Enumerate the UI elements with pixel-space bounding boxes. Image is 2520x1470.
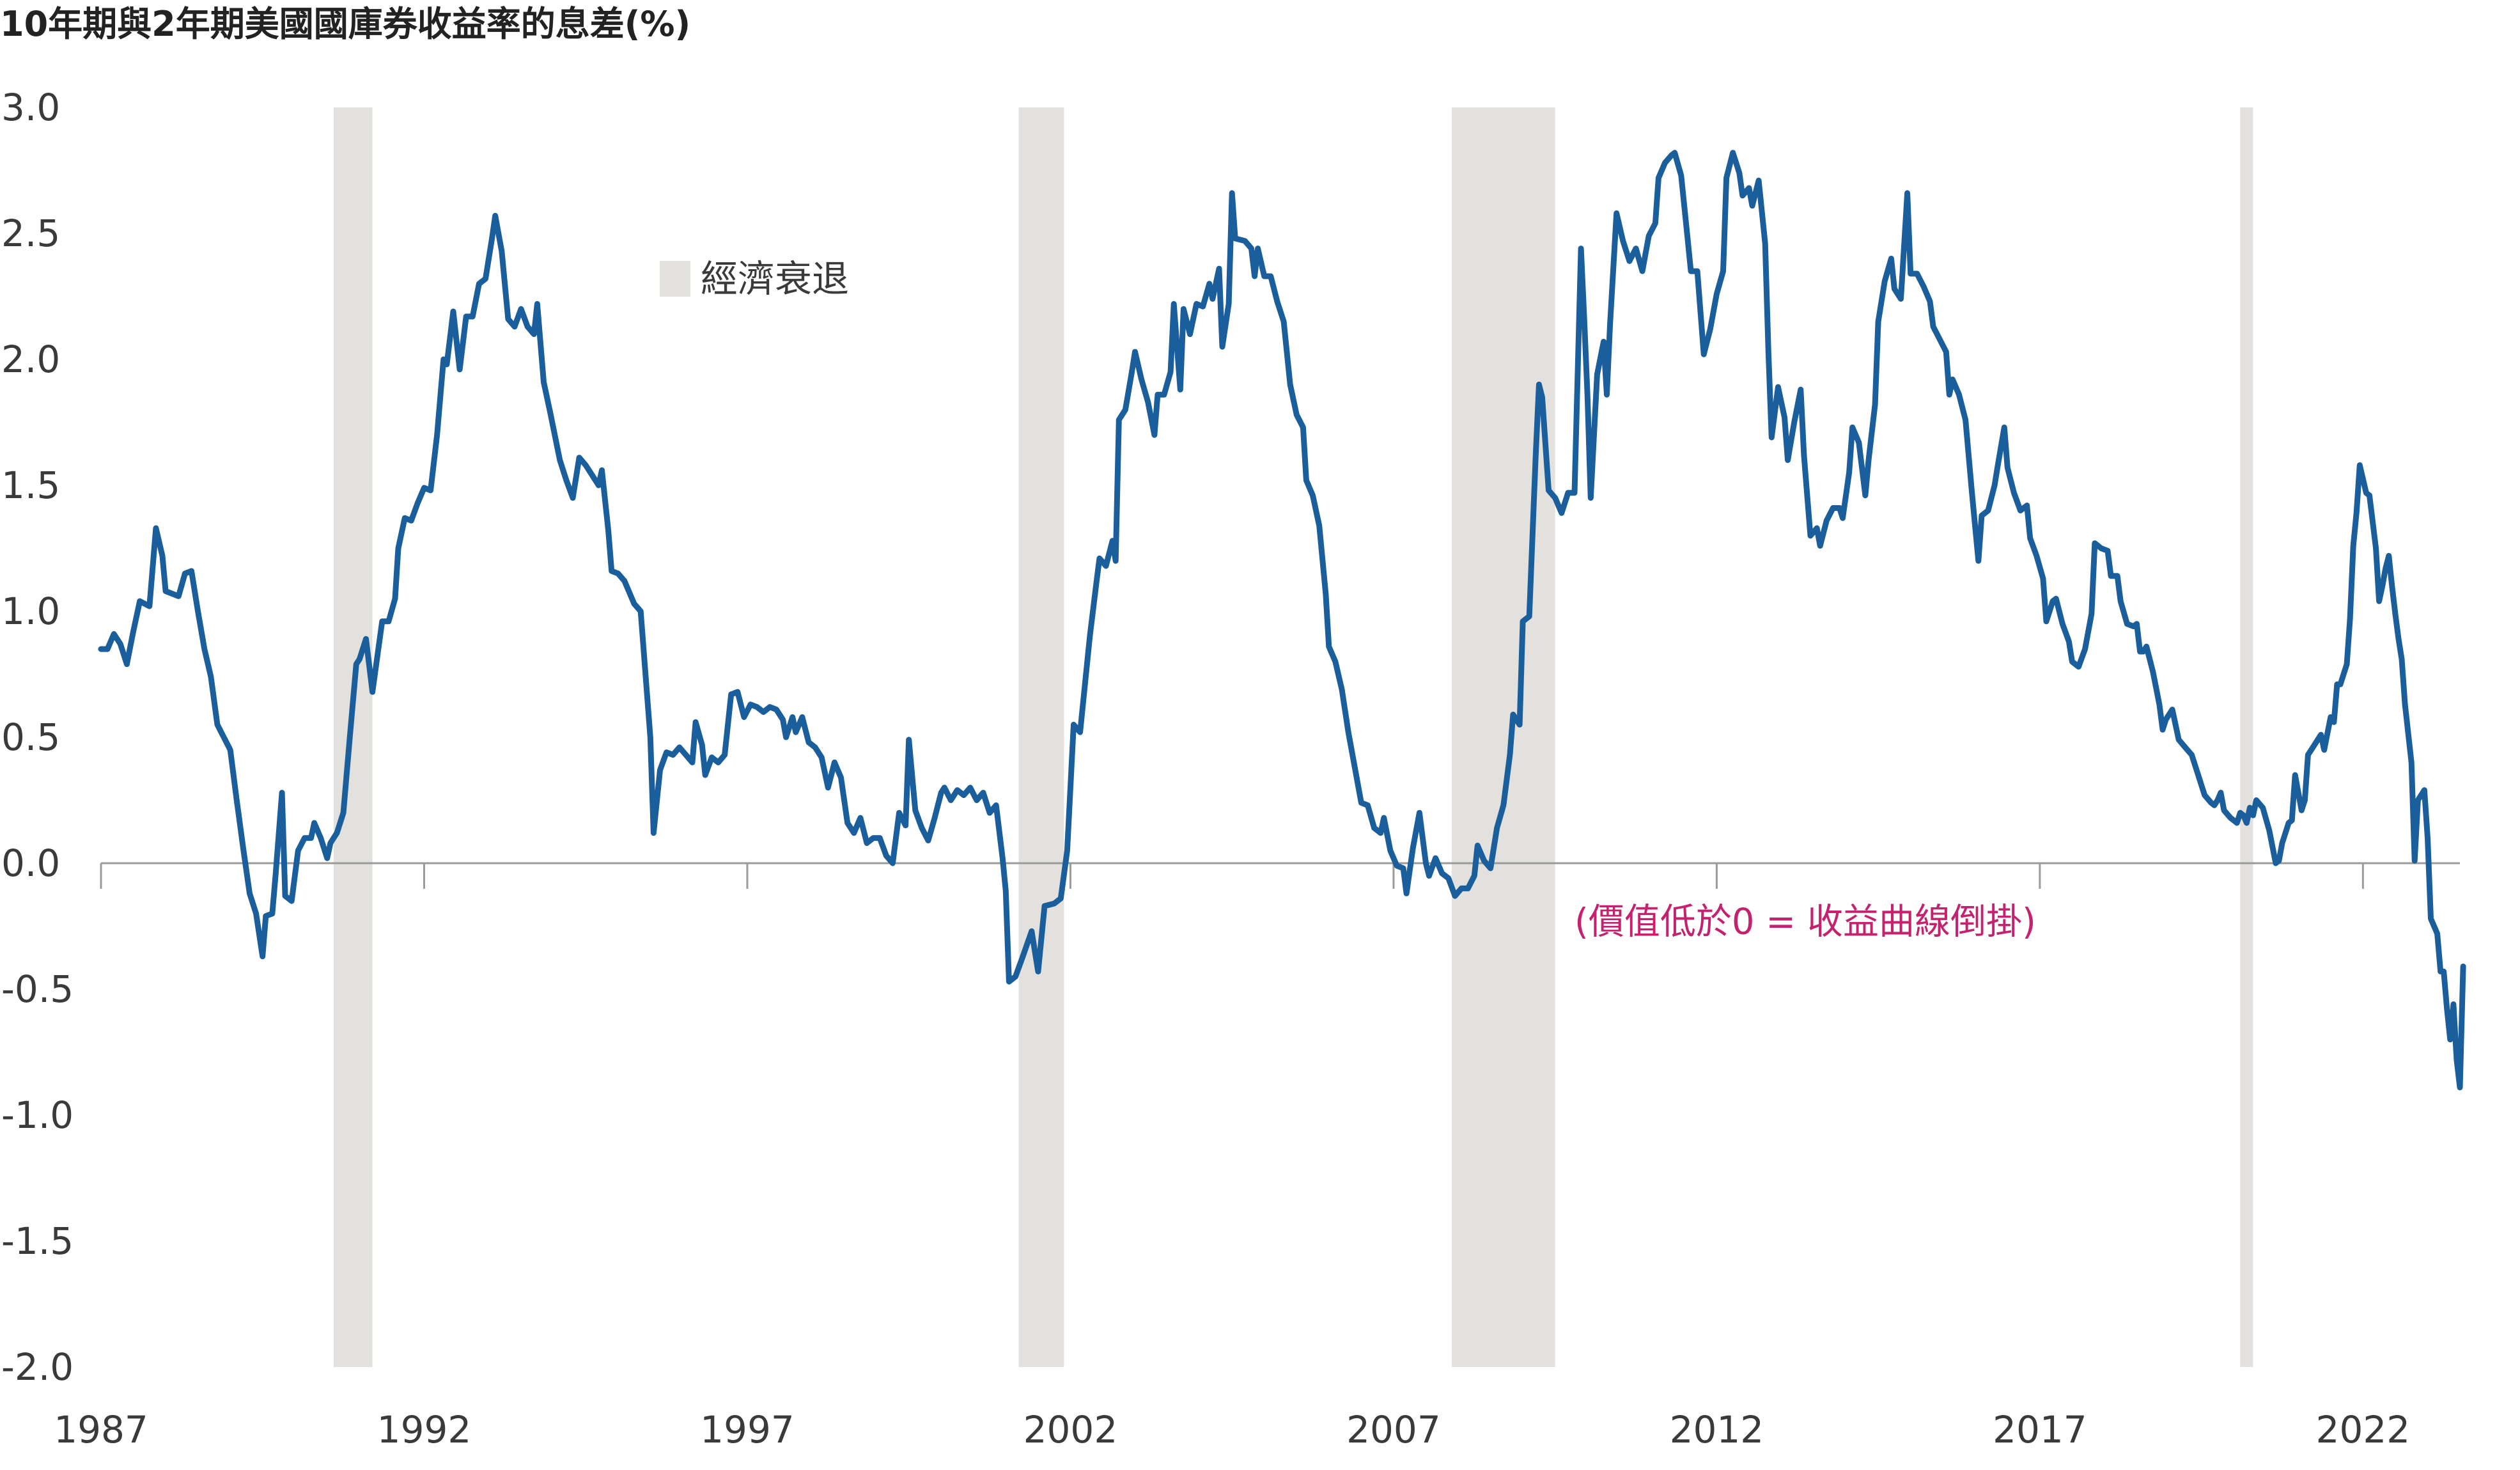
recession-band-4: [2240, 107, 2253, 1367]
x-axis: [100, 862, 2460, 889]
legend: 經濟衰退: [660, 257, 849, 301]
x-tick-label-2007: 2007: [1346, 1408, 1441, 1451]
y-tick-label--1.5: -1.5: [1, 1219, 74, 1263]
x-tick-label-1992: 1992: [377, 1408, 472, 1451]
y-tick-label--2.0: -2.0: [1, 1345, 74, 1389]
y-tick-label-1.5: 1.5: [1, 464, 60, 507]
legend-swatch-recession: [660, 261, 690, 297]
inversion-annotation: (價值低於0 = 收益曲線倒掛): [1575, 901, 2036, 942]
data-series: [98, 150, 2466, 1091]
recession-band-3: [1451, 107, 1555, 1367]
y-tick-label-2.0: 2.0: [1, 338, 60, 381]
x-tick-label-2012: 2012: [1670, 1408, 1764, 1451]
legend-label-recession: 經濟衰退: [701, 257, 849, 301]
spread-series-line: [98, 150, 2466, 1091]
x-tick-label-2017: 2017: [1993, 1408, 2087, 1451]
x-tick-labels: 1987 1992 1997 2002 2007 2012 2017 2022: [54, 1408, 2410, 1451]
y-tick-label-0.0: 0.0: [1, 841, 60, 885]
y-tick-label--1.0: -1.0: [1, 1093, 74, 1137]
x-tick-label-1987: 1987: [54, 1408, 148, 1451]
y-tick-label-3.0: 3.0: [1, 86, 60, 129]
x-tick-label-2002: 2002: [1023, 1408, 1118, 1451]
x-tick-label-1997: 1997: [700, 1408, 795, 1451]
chart-title: 10年期與2年期美國國庫券收益率的息差(%): [0, 4, 690, 44]
recession-bands: [333, 107, 2253, 1367]
y-tick-label--0.5: -0.5: [1, 967, 74, 1011]
y-tick-label-0.5: 0.5: [1, 715, 60, 759]
y-tick-label-2.5: 2.5: [1, 212, 60, 255]
y-tick-label-1.0: 1.0: [1, 590, 60, 633]
y-axis: 3.0 2.5 2.0 1.5 1.0 0.5 0.0 -0.5 -1.0 -1.5 -2.0: [1, 86, 74, 1389]
x-tick-label-2022: 2022: [2316, 1408, 2411, 1451]
recession-band-1: [333, 107, 373, 1367]
recession-band-2: [1018, 107, 1064, 1367]
